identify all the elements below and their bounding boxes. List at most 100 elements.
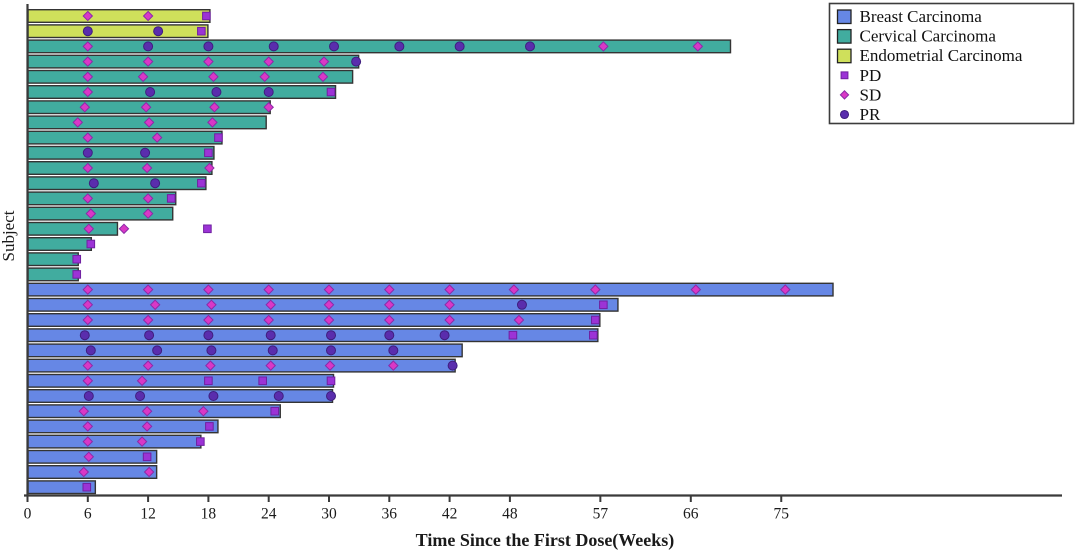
- pd-square-marker: [142, 452, 152, 462]
- sd-diamond-marker: [78, 405, 90, 417]
- pd-square-marker: [326, 376, 336, 386]
- pr-circle-marker: [88, 178, 99, 189]
- sd-diamond-marker: [263, 284, 275, 295]
- pr-circle-marker: [203, 330, 214, 341]
- sd-diamond-marker: [82, 162, 94, 174]
- pr-circle-marker: [83, 391, 94, 401]
- sd-diamond-marker: [203, 284, 214, 295]
- pr-circle-marker: [82, 147, 93, 158]
- x-tick-label: 30: [321, 506, 337, 523]
- pd-square-marker: [197, 26, 206, 36]
- pd-square-marker: [591, 315, 600, 325]
- sd-diamond-marker: [142, 208, 154, 219]
- sd-diamond-marker: [779, 284, 791, 295]
- pr-circle-marker: [839, 109, 850, 120]
- swimmer-bar: [27, 145, 215, 160]
- pd-square-marker: [214, 133, 223, 142]
- swimmer-bar: [27, 252, 79, 267]
- axes-layer: 0 6 12 18 24 30 36 42 48 57 66 75: [24, 4, 1062, 523]
- sd-diamond-marker: [141, 162, 153, 174]
- pr-circle-marker: [211, 87, 222, 97]
- pr-circle-marker: [152, 345, 163, 356]
- pd-square-marker: [72, 270, 82, 279]
- sd-diamond-marker: [263, 56, 275, 67]
- swimmer-bar: [27, 236, 93, 251]
- sd-diamond-marker: [690, 284, 702, 295]
- swimmer-bar: [27, 39, 732, 54]
- sd-diamond-marker: [317, 71, 329, 83]
- sd-diamond-marker: [142, 10, 154, 22]
- sd-diamond-marker: [318, 56, 330, 67]
- swimmer-bar: [27, 465, 158, 480]
- sd-diamond-marker: [388, 360, 399, 371]
- sd-diamond-marker: [136, 375, 148, 387]
- pr-circle-marker: [326, 391, 337, 401]
- sd-diamond-marker: [142, 360, 154, 371]
- pr-circle-marker: [388, 345, 399, 356]
- sd-diamond-marker: [137, 71, 149, 83]
- x-tick-label: 12: [140, 506, 156, 523]
- legend-entry-label: Endometrial Carcinoma: [860, 46, 1023, 65]
- pr-circle-marker: [145, 87, 156, 97]
- swimmer-bar: [27, 176, 207, 191]
- pr-circle-marker: [326, 330, 337, 341]
- swimmer-bar: [27, 221, 119, 236]
- legend-entry-label: PR: [860, 105, 881, 124]
- pr-circle-marker: [143, 41, 154, 52]
- swimmer-bar: [27, 404, 281, 419]
- sd-diamond-marker: [82, 10, 94, 22]
- pd-square-marker: [840, 71, 849, 80]
- sd-diamond-marker: [839, 90, 850, 100]
- sd-diamond-marker: [142, 284, 154, 295]
- pr-circle-marker: [525, 41, 535, 52]
- x-tick-label: 75: [774, 506, 790, 523]
- swimmer-bar: [27, 8, 211, 24]
- legend-entry-label: Breast Carcinoma: [860, 7, 983, 26]
- swimmer-bar: [27, 434, 202, 449]
- pr-circle-marker: [144, 330, 155, 341]
- pr-circle-marker: [351, 56, 362, 67]
- swimmer-bar: [27, 419, 219, 434]
- sd-diamond-marker: [82, 132, 94, 143]
- sd-diamond-marker: [85, 208, 97, 219]
- pr-circle-marker: [268, 41, 279, 52]
- sd-diamond-marker: [142, 314, 154, 326]
- pr-circle-marker: [265, 330, 276, 341]
- x-tick-label: 24: [261, 506, 277, 523]
- legend-entry-label: PD: [860, 66, 882, 85]
- markers-layer: [72, 10, 791, 492]
- legend-color-swatch: [836, 48, 852, 64]
- swimmer-bar: [27, 267, 79, 282]
- sd-diamond-marker: [143, 117, 155, 128]
- sd-diamond-marker: [383, 299, 395, 311]
- sd-diamond-marker: [118, 223, 130, 235]
- sd-diamond-marker: [598, 41, 609, 52]
- pr-circle-marker: [263, 87, 274, 97]
- pr-circle-marker: [85, 345, 96, 356]
- pd-square-marker: [197, 178, 206, 188]
- sd-diamond-marker: [82, 375, 94, 387]
- pr-circle-marker: [153, 26, 164, 37]
- pr-circle-marker: [394, 41, 405, 52]
- pr-circle-marker: [206, 345, 217, 356]
- pr-circle-marker: [208, 391, 219, 401]
- sd-diamond-marker: [142, 56, 154, 67]
- sd-diamond-marker: [206, 299, 217, 311]
- pr-circle-marker: [267, 345, 278, 356]
- sd-diamond-marker: [444, 284, 455, 295]
- sd-diamond-marker: [143, 466, 155, 478]
- swimmer-bar: [27, 373, 335, 388]
- sd-diamond-marker: [151, 132, 163, 143]
- sd-diamond-marker: [141, 405, 153, 417]
- sd-diamond-marker: [692, 41, 704, 52]
- sd-diamond-marker: [83, 451, 95, 463]
- x-axis-title: Time Since the First Dose(Weeks): [416, 530, 675, 551]
- pr-circle-marker: [326, 345, 337, 356]
- pd-square-marker: [196, 437, 205, 446]
- pr-circle-marker: [203, 41, 214, 52]
- sd-diamond-marker: [203, 314, 214, 326]
- pr-circle-marker: [329, 41, 340, 52]
- x-tick-label: 57: [593, 506, 609, 523]
- sd-diamond-marker: [82, 193, 94, 204]
- sd-diamond-marker: [513, 314, 525, 326]
